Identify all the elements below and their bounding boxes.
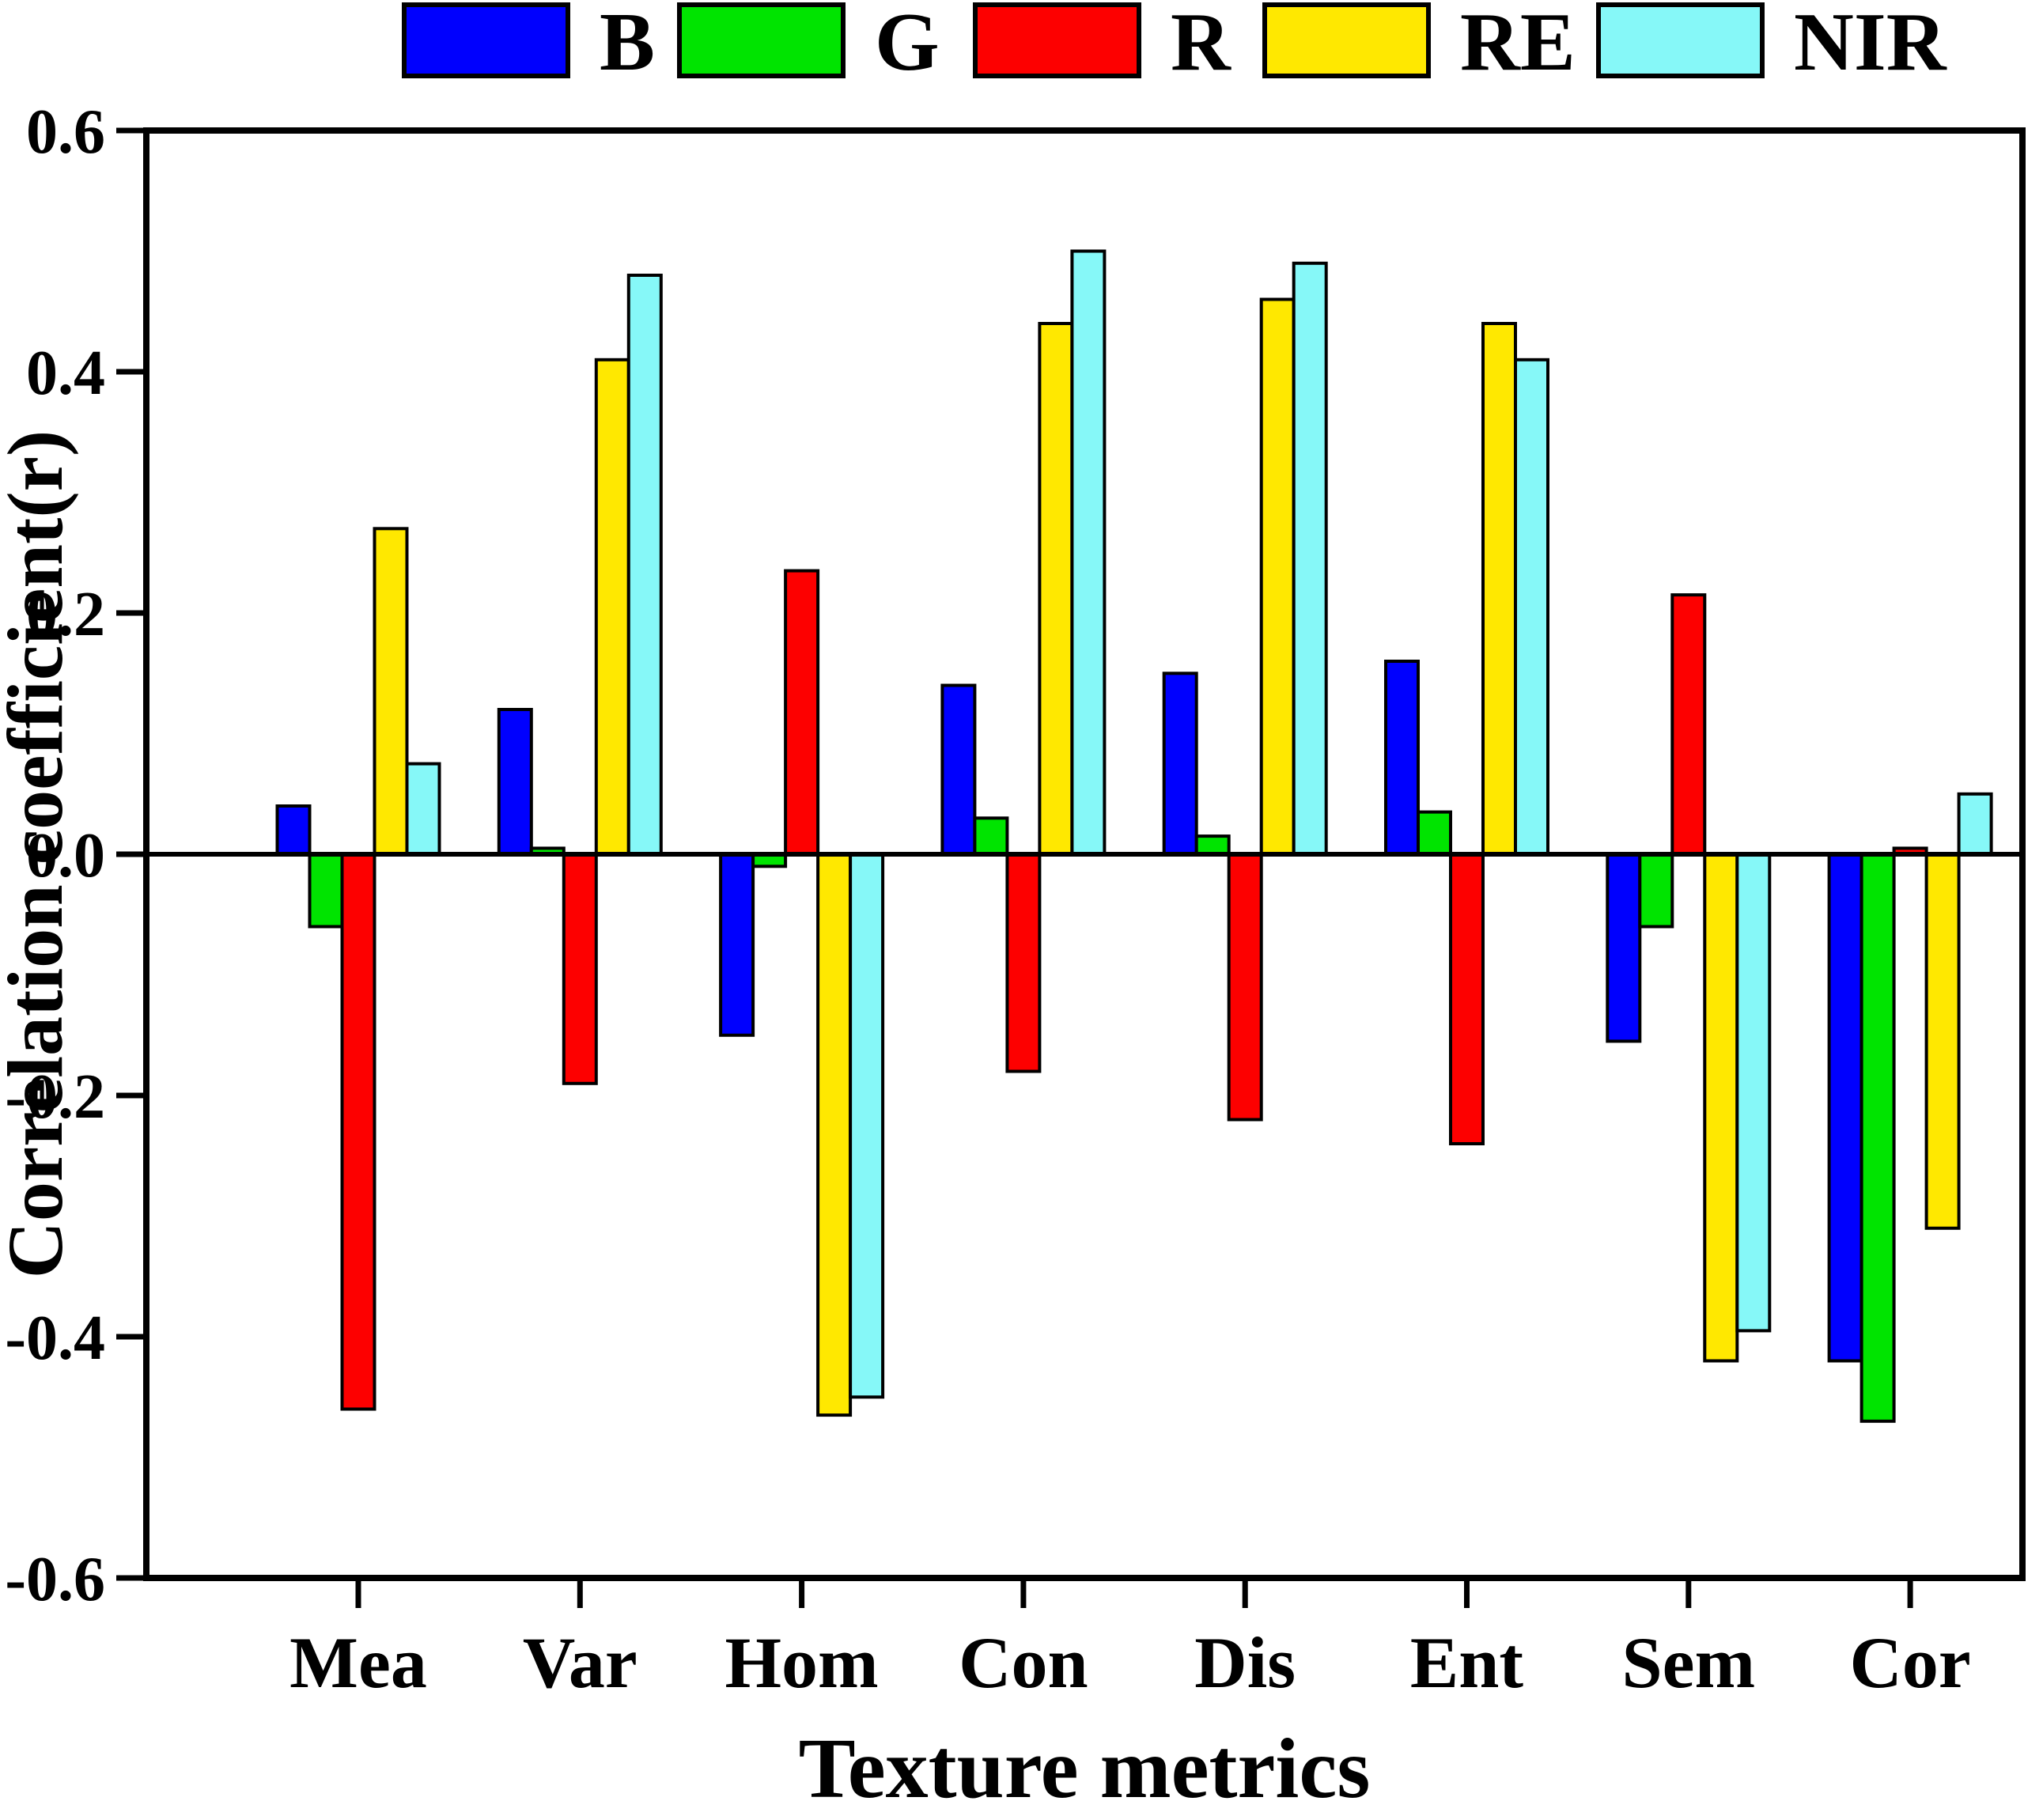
y-axis: 0.6 0.4 0.2 0.0 -0.2 -0.4 -0.6 xyxy=(5,97,146,1614)
bar-Mea-B xyxy=(275,804,312,856)
bar-Hom-B xyxy=(719,853,755,1037)
bar-Sem-B xyxy=(1606,853,1642,1043)
bar-Cor-B xyxy=(1827,853,1863,1363)
x-tick-label-Mea: Mea xyxy=(289,1622,427,1703)
bar-Dis-B xyxy=(1162,672,1198,857)
bar-Cor-NIR xyxy=(1957,792,1993,857)
y-tick-label: 0.6 xyxy=(26,97,105,167)
bar-Cor-RE xyxy=(1924,853,1961,1230)
bar-Sem-R xyxy=(1670,593,1707,856)
x-tick-label-Ent: Ent xyxy=(1410,1622,1524,1703)
x-axis: Mea Var Hom Con Dis Ent Sem Cor xyxy=(289,1578,1971,1703)
bar-Dis-RE xyxy=(1259,297,1296,856)
x-axis-title: Texture metrics xyxy=(799,1722,1371,1816)
bar-Ent-R xyxy=(1449,853,1485,1145)
y-tick-label: 0.0 xyxy=(26,821,105,891)
legend: B G R RE NIR xyxy=(402,0,1947,88)
legend-label-NIR: NIR xyxy=(1794,0,1947,88)
bar-Con-B xyxy=(940,683,977,856)
bar-Mea-NIR xyxy=(405,762,441,856)
bar-Hom-R xyxy=(784,569,820,856)
bar-Var-RE xyxy=(594,358,630,857)
bar-Ent-RE xyxy=(1481,322,1517,856)
legend-label-B: B xyxy=(600,0,655,88)
bar-Ent-G xyxy=(1417,810,1452,856)
bar-Hom-NIR xyxy=(849,853,885,1399)
x-tick-label-Dis: Dis xyxy=(1194,1622,1296,1703)
legend-swatch-NIR xyxy=(1596,2,1765,78)
x-tick-label-Hom: Hom xyxy=(725,1622,878,1703)
y-tick-label: -0.4 xyxy=(5,1304,105,1373)
bar-Sem-NIR xyxy=(1735,853,1772,1333)
legend-swatch-RE xyxy=(1262,2,1431,78)
x-tick-label-Sem: Sem xyxy=(1621,1622,1755,1703)
bar-Dis-R xyxy=(1227,853,1263,1122)
bar-Dis-G xyxy=(1194,834,1231,856)
y-tick-label: 0.4 xyxy=(26,339,105,408)
bar-Ent-NIR xyxy=(1514,358,1549,857)
legend-swatch-G xyxy=(677,2,846,78)
y-axis-title: Correlation coefficient(r) xyxy=(0,430,79,1279)
bar-Var-R xyxy=(562,853,598,1085)
y-tick-label: -0.6 xyxy=(5,1545,105,1614)
bar-Sem-G xyxy=(1638,853,1674,929)
legend-label-R: R xyxy=(1171,0,1231,88)
bar-Con-NIR xyxy=(1070,249,1107,856)
bar-Var-NIR xyxy=(626,274,663,856)
y-tick-label: 0.2 xyxy=(26,580,105,649)
legend-label-G: G xyxy=(875,0,940,88)
bars-layer xyxy=(275,249,1993,1423)
x-tick-label-Cor: Cor xyxy=(1849,1622,1970,1703)
bar-Dis-NIR xyxy=(1292,261,1328,857)
bar-Con-G xyxy=(973,816,1009,857)
legend-label-RE: RE xyxy=(1460,0,1576,88)
bar-Var-B xyxy=(497,708,533,856)
bar-Sem-RE xyxy=(1703,853,1739,1363)
bar-Con-R xyxy=(1005,853,1042,1073)
x-tick-label-Con: Con xyxy=(959,1622,1088,1703)
bar-Hom-RE xyxy=(816,853,853,1417)
y-tick-label: -0.2 xyxy=(5,1062,105,1132)
x-tick-label-Var: Var xyxy=(523,1622,637,1703)
bar-Mea-G xyxy=(308,853,344,929)
bar-Con-RE xyxy=(1038,322,1074,856)
bar-Cor-G xyxy=(1860,853,1896,1423)
legend-swatch-R xyxy=(973,2,1141,78)
legend-swatch-B xyxy=(402,2,570,78)
bar-Mea-RE xyxy=(373,527,409,857)
bar-Ent-B xyxy=(1384,660,1420,856)
bar-Mea-R xyxy=(340,853,376,1411)
